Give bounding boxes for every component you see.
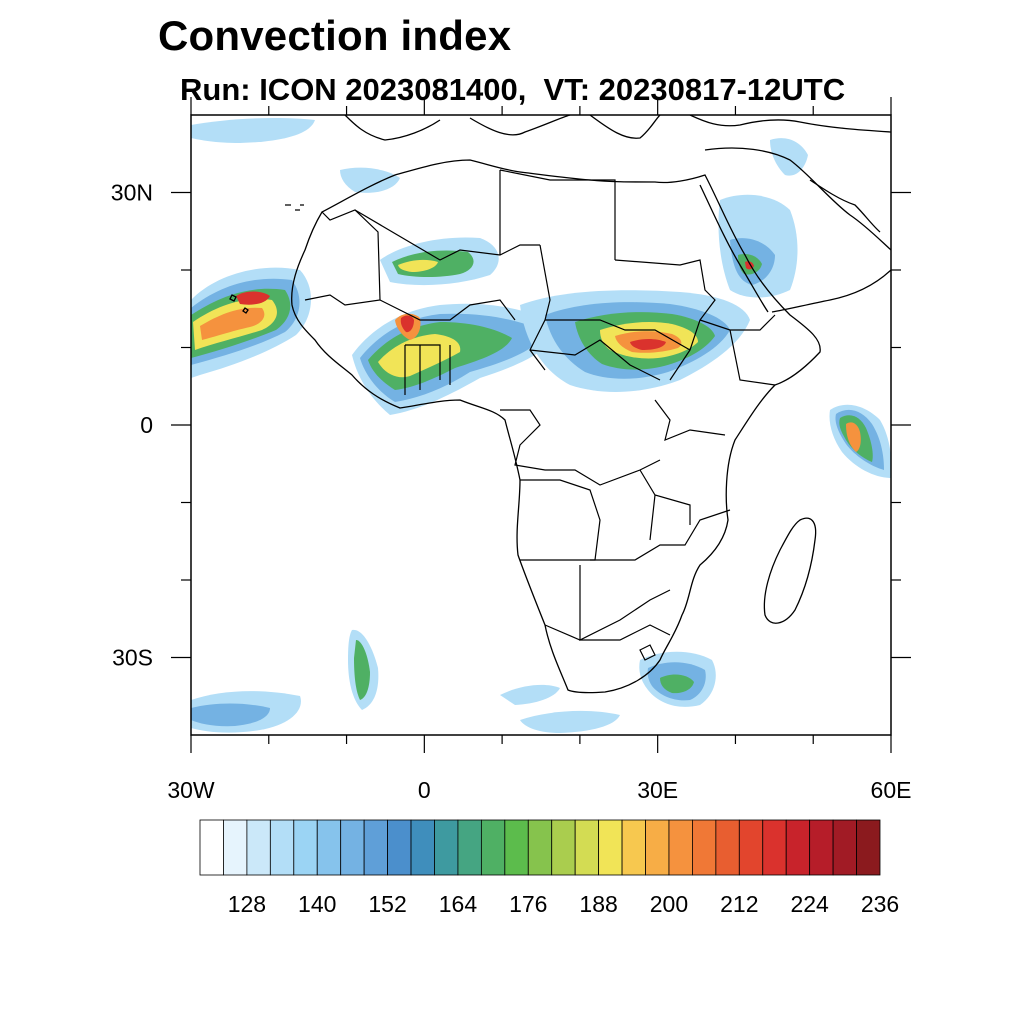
- lon-label: 30E: [637, 777, 678, 803]
- persian-gulf-coast: [809, 179, 881, 233]
- colorbar-swatch: [293, 819, 318, 876]
- colorbar-swatch: [269, 819, 295, 876]
- madagascar: [763, 517, 817, 624]
- longitude-labels: 30W 0 30E 60E: [167, 777, 911, 803]
- field-north: [191, 117, 808, 193]
- colorbar-swatch: [434, 819, 459, 876]
- colorbar-swatch: [738, 819, 764, 876]
- colorbar-swatch: [668, 819, 693, 876]
- colorbar-swatch: [246, 819, 271, 876]
- chart-title: Convection index: [158, 12, 512, 59]
- colorbar-swatch: [715, 819, 740, 876]
- field-arabia: [718, 194, 798, 298]
- colorbar-swatch: [316, 819, 342, 876]
- chart-subtitle: Run: ICON 2023081400, VT: 20230817-12UTC: [180, 72, 846, 107]
- colorbar-labels: 128 140 152 164 176 188 200 212 224 236: [228, 891, 899, 917]
- colorbar-swatch: [457, 819, 482, 876]
- colorbar-swatch: [621, 819, 646, 876]
- field-indian-ocean: [829, 404, 891, 478]
- colorbar-label: 200: [650, 891, 688, 917]
- country-borders: [304, 169, 776, 661]
- lat-label: 0: [140, 412, 153, 438]
- field-south-atlantic: [191, 629, 716, 733]
- canary-islands: [285, 204, 304, 211]
- africa-coastline: [291, 159, 821, 694]
- colorbar-swatch: [692, 819, 717, 876]
- cape-verde: [229, 294, 249, 314]
- lat-label: 30S: [112, 645, 153, 671]
- colorbar-label: 212: [720, 891, 758, 917]
- colorbar-label: 164: [439, 891, 478, 917]
- colorbar-label: 188: [579, 891, 617, 917]
- coastlines: [229, 115, 891, 694]
- colorbar-swatch: [387, 819, 412, 876]
- colorbar-swatch: [551, 819, 576, 876]
- colorbar-swatch: [223, 819, 248, 876]
- arabia-coastline: [704, 147, 891, 313]
- lon-label: 0: [418, 777, 431, 803]
- colorbar-swatch: [832, 819, 857, 876]
- colorbar-swatch: [645, 819, 670, 876]
- colorbar-swatch: [504, 819, 529, 876]
- red-sea-coast: [699, 184, 769, 313]
- map-ticks: [171, 97, 911, 753]
- colorbar-swatch: [762, 819, 787, 876]
- latitude-labels: 30N 0 30S: [111, 180, 153, 671]
- colorbar-swatch: [340, 819, 365, 876]
- colorbar-label: 152: [368, 891, 406, 917]
- colorbar-label: 128: [228, 891, 266, 917]
- europe-coastline: [344, 115, 891, 141]
- colorbar-label: 176: [509, 891, 547, 917]
- field-sahel-north: [380, 237, 499, 286]
- colorbar-swatch: [809, 819, 834, 876]
- colorbar-swatch: [363, 819, 388, 876]
- field-central-east: [520, 290, 750, 392]
- colorbar-swatch: [199, 819, 224, 876]
- colorbar-swatch: [410, 819, 435, 876]
- colorbar-label: 236: [861, 891, 899, 917]
- colorbar-swatch: [574, 819, 600, 876]
- colorbar-swatch: [856, 819, 881, 876]
- colorbar-label: 224: [790, 891, 829, 917]
- lon-label: 60E: [871, 777, 912, 803]
- colorbar-swatch: [598, 819, 623, 876]
- colorbar-label: 140: [298, 891, 336, 917]
- field-atlantic-west: [191, 267, 312, 378]
- colorbar: [199, 819, 881, 876]
- colorbar-swatch: [527, 819, 553, 876]
- lon-label: 30W: [167, 777, 215, 803]
- colorbar-swatch: [480, 819, 506, 876]
- lat-label: 30N: [111, 180, 153, 206]
- colorbar-swatch: [785, 819, 811, 876]
